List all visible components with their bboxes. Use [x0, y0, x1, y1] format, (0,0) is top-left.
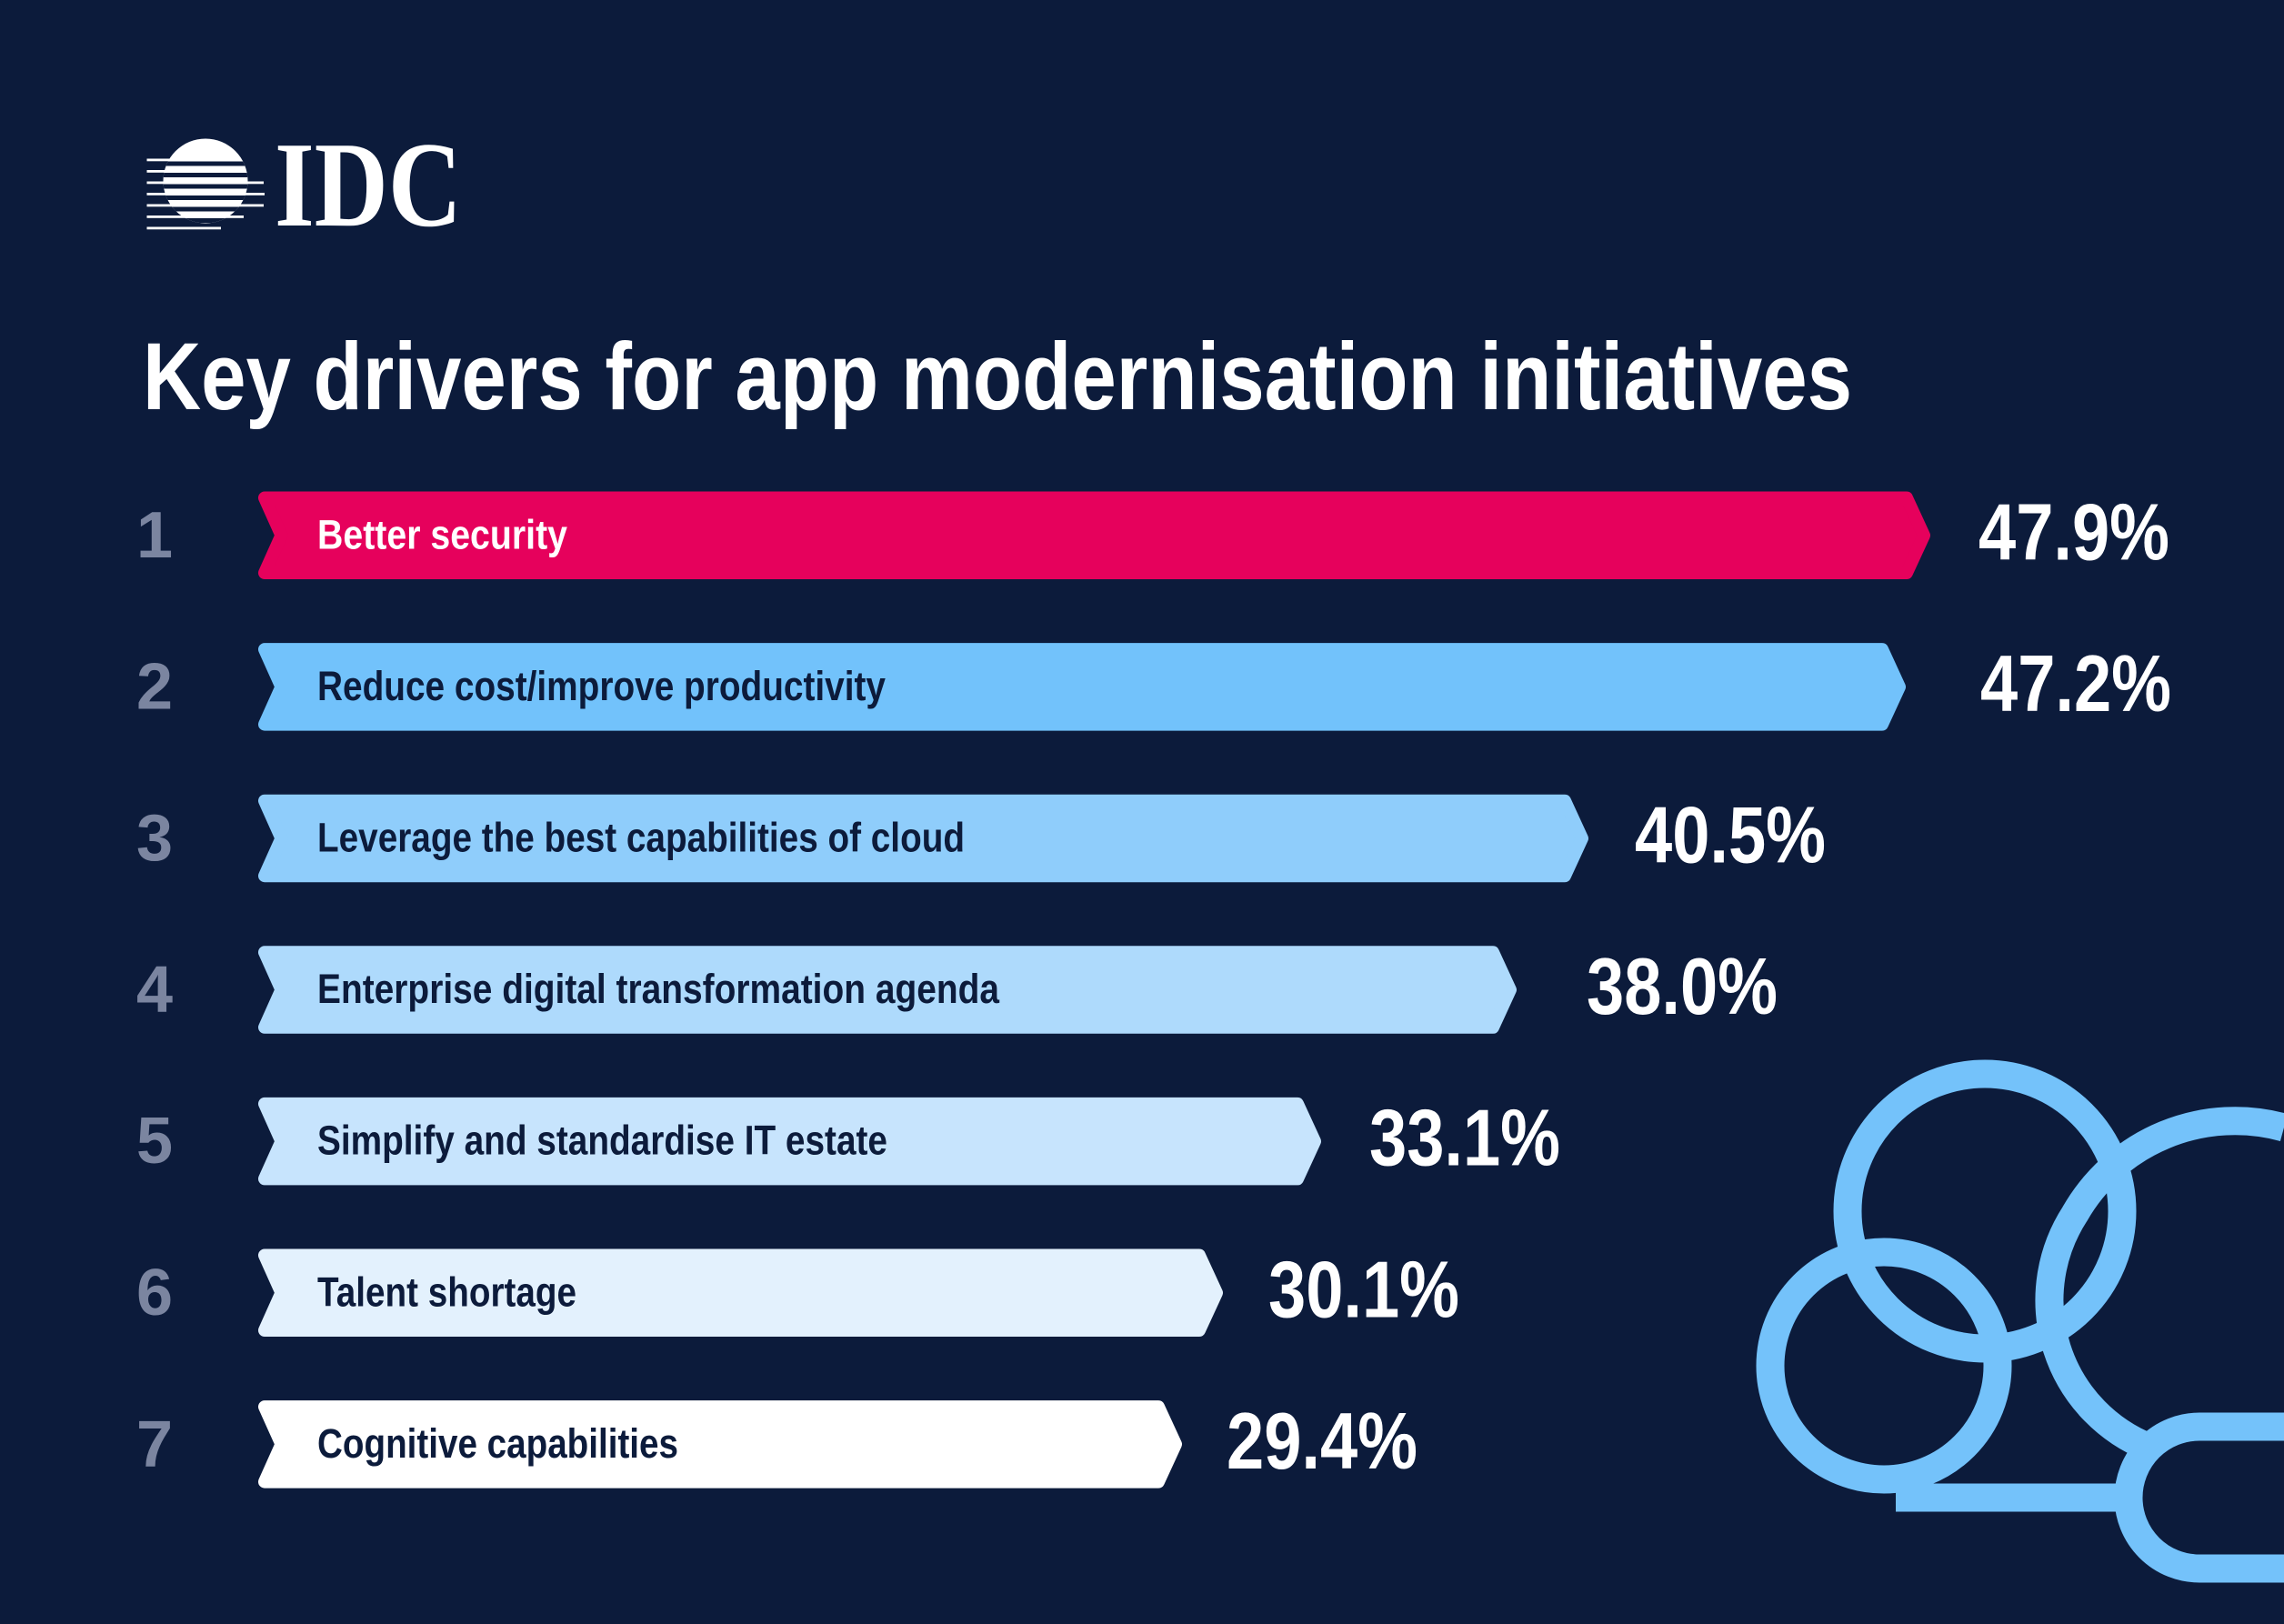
- svg-text:Leverage the best capabilities: Leverage the best capabilities of cloud: [317, 815, 965, 861]
- svg-text:Better security: Better security: [317, 511, 567, 557]
- svg-text:5: 5: [136, 1105, 173, 1178]
- svg-text:30.1%: 30.1%: [1268, 1244, 1459, 1334]
- svg-text:IDC: IDC: [275, 117, 462, 252]
- svg-text:3: 3: [136, 802, 173, 875]
- svg-text:38.0%: 38.0%: [1587, 941, 1778, 1031]
- svg-text:40.5%: 40.5%: [1635, 790, 1826, 880]
- svg-text:6: 6: [136, 1257, 173, 1329]
- svg-text:Talent shortage: Talent shortage: [317, 1268, 576, 1315]
- svg-text:2: 2: [136, 650, 173, 723]
- svg-text:Key drivers for app modernisat: Key drivers for app modernisation initia…: [143, 324, 1852, 430]
- svg-text:Reduce cost/improve productivi: Reduce cost/improve productivity: [317, 663, 886, 709]
- svg-text:Enterprise digital transformat: Enterprise digital transformation agenda: [317, 966, 1000, 1012]
- svg-text:Cognitive capabilities: Cognitive capabilities: [317, 1420, 678, 1467]
- svg-text:47.2%: 47.2%: [1980, 638, 2171, 728]
- svg-text:33.1%: 33.1%: [1369, 1093, 1560, 1183]
- svg-text:7: 7: [136, 1408, 173, 1480]
- svg-text:47.9%: 47.9%: [1978, 486, 2169, 576]
- svg-text:4: 4: [136, 954, 173, 1027]
- svg-text:29.4%: 29.4%: [1227, 1396, 1417, 1486]
- svg-text:1: 1: [136, 499, 173, 572]
- svg-text:Simplify and standardise IT es: Simplify and standardise IT estate: [317, 1118, 887, 1164]
